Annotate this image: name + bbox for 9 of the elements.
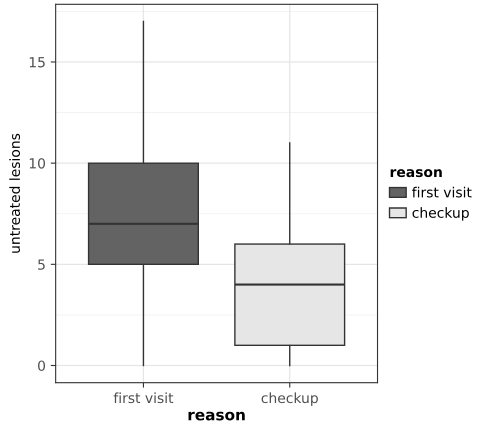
x-axis-title: reason (188, 412, 245, 420)
legend-label: checkup (412, 207, 469, 221)
y-axis-title: untreated lesions (9, 134, 20, 253)
legend-label: first visit (412, 186, 472, 198)
legend-title: reason (390, 169, 442, 178)
y-tick-label: 15 (30, 57, 45, 68)
y-tick-label: 5 (38, 259, 45, 270)
y-tick-label: 0 (38, 360, 46, 371)
y-tick-label: 10 (30, 158, 46, 169)
